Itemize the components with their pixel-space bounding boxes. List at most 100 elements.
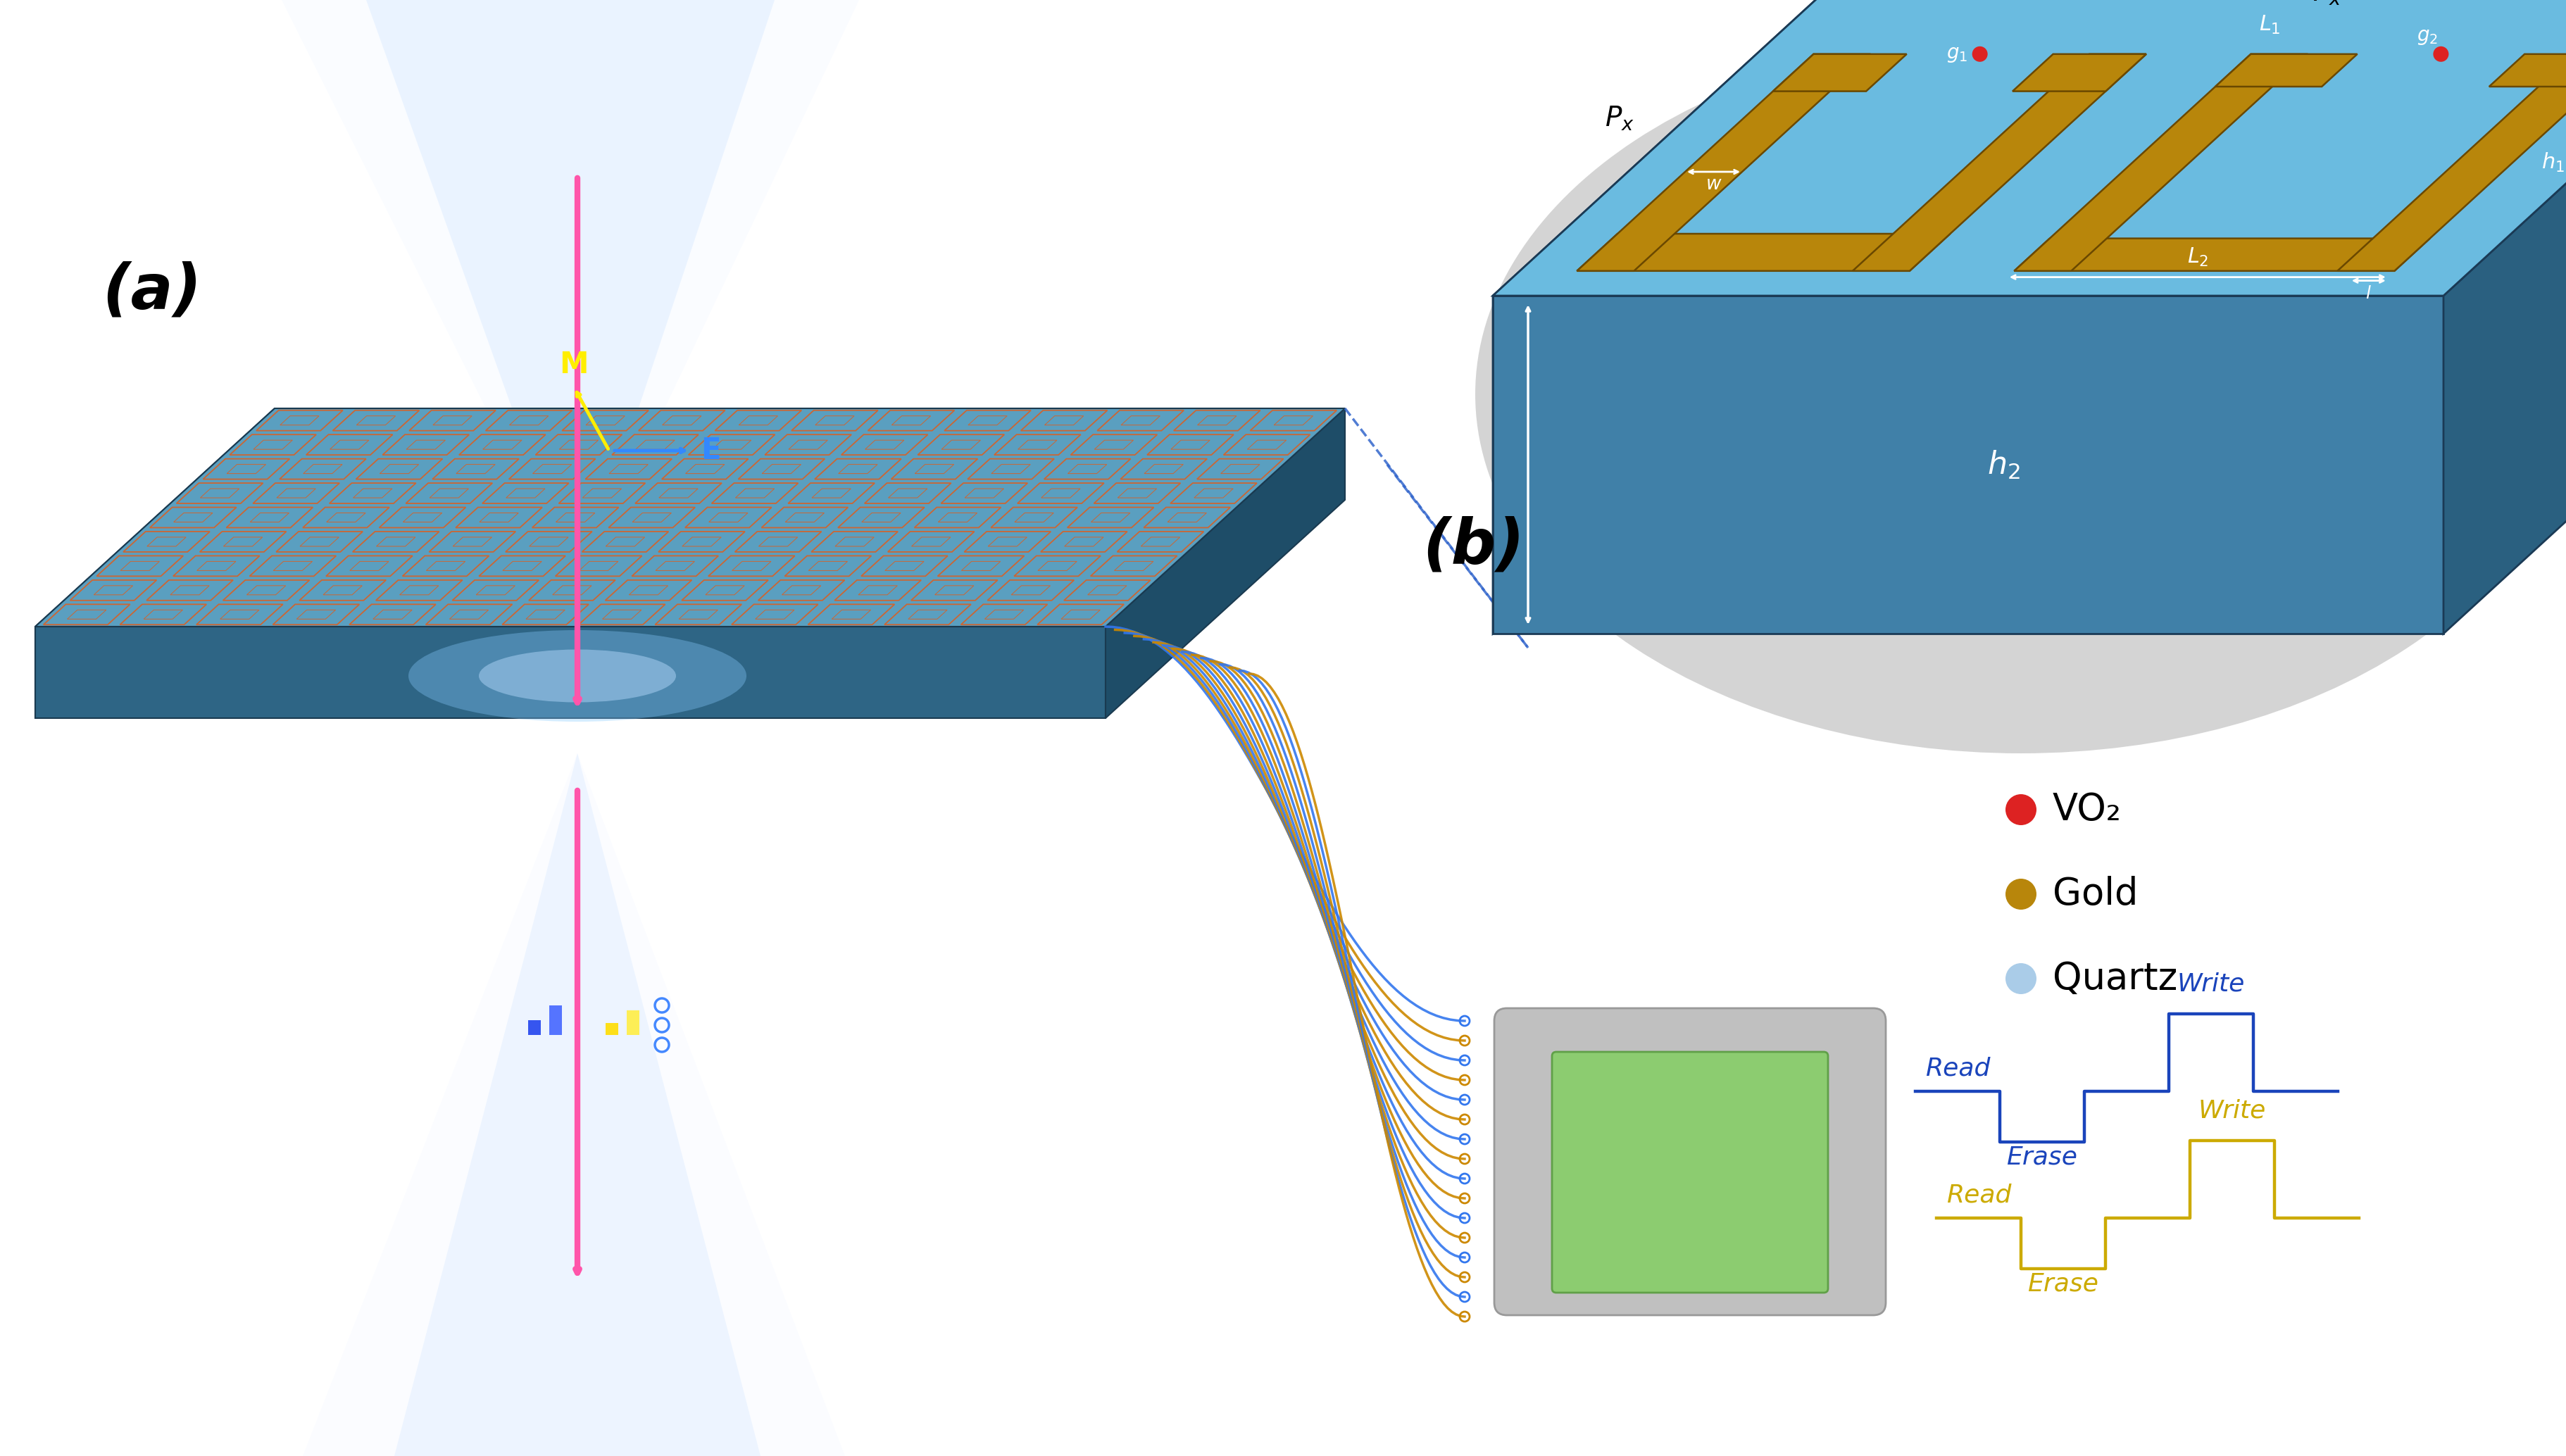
Polygon shape [657,562,695,571]
Polygon shape [246,585,285,596]
Text: $L_2$: $L_2$ [2186,246,2209,268]
Circle shape [1973,47,1989,61]
Polygon shape [606,537,644,546]
Polygon shape [36,626,1106,718]
Polygon shape [221,610,259,619]
Polygon shape [934,585,975,596]
Polygon shape [626,1010,639,1035]
Text: $l$: $l$ [2366,285,2371,301]
Polygon shape [580,562,618,571]
Polygon shape [1096,440,1134,450]
Polygon shape [372,610,413,619]
Polygon shape [1088,585,1126,596]
Polygon shape [403,513,441,523]
Polygon shape [631,513,672,523]
Polygon shape [680,610,718,619]
Polygon shape [480,513,518,523]
Polygon shape [146,537,185,546]
Polygon shape [529,537,567,546]
Polygon shape [223,537,262,546]
Polygon shape [303,464,341,473]
Polygon shape [506,489,544,498]
Polygon shape [557,513,595,523]
Polygon shape [36,408,1345,626]
Text: Write: Write [2176,973,2245,996]
Polygon shape [1221,464,1260,473]
Polygon shape [783,585,821,596]
Polygon shape [2014,54,2307,271]
Polygon shape [426,562,464,571]
Polygon shape [174,513,213,523]
Polygon shape [816,416,854,425]
Text: $h_2$: $h_2$ [1986,448,2019,480]
FancyBboxPatch shape [1499,1054,1881,1179]
Text: VO₂: VO₂ [2053,792,2122,828]
Polygon shape [916,464,955,473]
Polygon shape [908,610,947,619]
Polygon shape [1493,296,2443,633]
Polygon shape [457,464,495,473]
Polygon shape [511,416,549,425]
Polygon shape [95,585,133,596]
Polygon shape [395,753,760,1456]
Text: (b): (b) [1422,515,1524,578]
Polygon shape [893,416,931,425]
FancyBboxPatch shape [1493,1008,1886,1315]
Polygon shape [962,562,1001,571]
Circle shape [2007,794,2037,826]
Polygon shape [708,513,747,523]
Polygon shape [400,585,439,596]
Polygon shape [834,537,875,546]
Polygon shape [1042,489,1080,498]
Circle shape [2007,878,2037,910]
Polygon shape [862,513,901,523]
Text: $w$: $w$ [1706,175,1722,194]
Polygon shape [713,440,752,450]
Polygon shape [608,464,649,473]
Polygon shape [860,585,898,596]
Polygon shape [67,610,105,619]
Polygon shape [1121,416,1160,425]
Polygon shape [1142,537,1180,546]
Polygon shape [1044,416,1083,425]
Polygon shape [1119,489,1157,498]
Polygon shape [326,513,364,523]
Ellipse shape [408,630,747,722]
Text: E: E [701,435,721,466]
Polygon shape [429,489,470,498]
Circle shape [2007,964,2037,994]
Polygon shape [1065,537,1103,546]
Polygon shape [534,464,572,473]
Polygon shape [1168,513,1206,523]
Text: $P_x$: $P_x$ [2312,0,2343,7]
Polygon shape [811,489,852,498]
Polygon shape [683,537,721,546]
Polygon shape [477,585,516,596]
Polygon shape [706,585,744,596]
Polygon shape [636,440,675,450]
Polygon shape [1106,408,1345,718]
Polygon shape [1062,610,1101,619]
Polygon shape [449,610,488,619]
Polygon shape [865,440,903,450]
Polygon shape [988,537,1026,546]
Polygon shape [144,610,182,619]
Polygon shape [762,464,801,473]
Polygon shape [1493,0,1832,633]
Polygon shape [282,0,860,591]
Polygon shape [1144,464,1183,473]
Polygon shape [685,464,724,473]
Polygon shape [739,416,777,425]
Polygon shape [1578,54,1871,271]
Polygon shape [280,416,318,425]
Polygon shape [965,489,1003,498]
Polygon shape [380,464,418,473]
FancyBboxPatch shape [1552,1051,1827,1293]
Text: (a): (a) [103,261,203,322]
Text: Read: Read [1945,1184,2012,1207]
Polygon shape [1853,54,2145,271]
Polygon shape [377,537,416,546]
Polygon shape [526,610,565,619]
Polygon shape [367,0,775,591]
Polygon shape [1578,234,1950,271]
